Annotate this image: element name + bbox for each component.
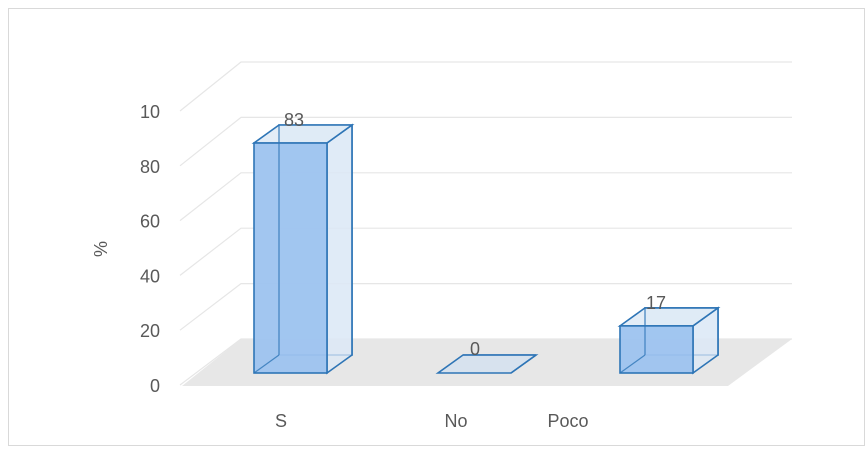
bar-no — [435, 354, 539, 374]
x-category-label: Poco — [547, 411, 588, 431]
gridline — [179, 116, 792, 167]
bar-inner-edge — [253, 354, 280, 374]
gridline — [179, 172, 792, 222]
data-label: 17 — [646, 293, 666, 313]
data-label: 83 — [284, 110, 304, 130]
y-tick-label: 60 — [140, 212, 160, 232]
gridline — [179, 283, 792, 331]
bar-side-face — [326, 123, 353, 375]
gridline — [179, 227, 792, 276]
bar-front-face — [619, 325, 694, 374]
bar-front-face — [253, 142, 328, 374]
bar-inner-edge — [619, 354, 646, 374]
bar-poco — [617, 306, 721, 375]
bar-top-face — [435, 354, 539, 374]
bars-layer — [251, 123, 721, 375]
y-tick-label: 0 — [150, 376, 160, 396]
bar-s — [251, 123, 355, 375]
x-category-label: No — [444, 411, 467, 431]
y-tick-label: 10 — [140, 102, 160, 122]
x-category-label: S — [275, 411, 287, 431]
labels-layer: 83 0 17 — [284, 110, 666, 359]
y-tick-label: 80 — [140, 157, 160, 177]
y-tick-label: 20 — [140, 321, 160, 341]
data-label: 0 — [470, 339, 480, 359]
ticks-layer: 0 20 40 60 80 10 — [140, 102, 160, 396]
y-tick-label: 40 — [140, 266, 160, 286]
gridline — [179, 61, 792, 112]
y-axis-label: % — [91, 241, 111, 257]
cats-layer: S No Poco — [275, 411, 589, 431]
